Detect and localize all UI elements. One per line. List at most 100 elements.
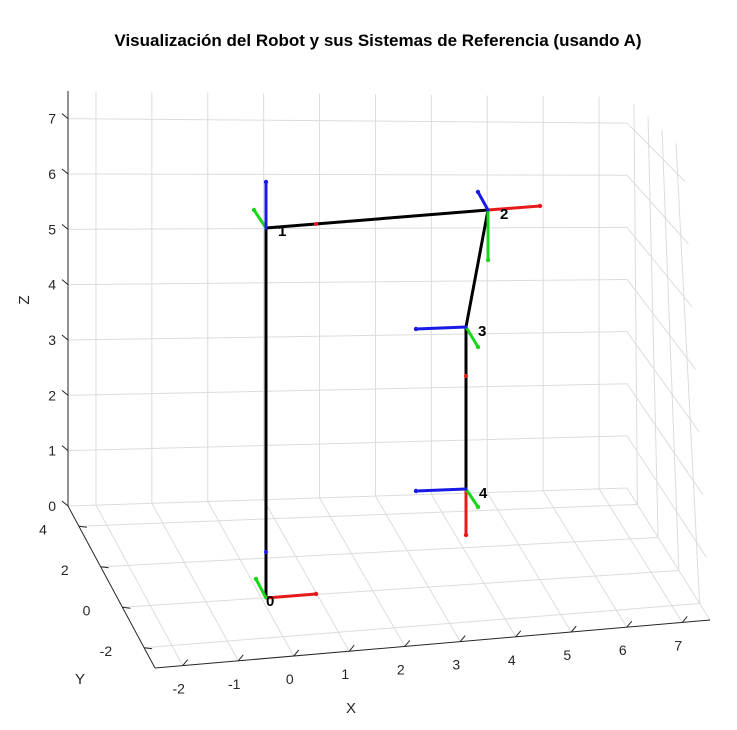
frame-4-y-axis: [464, 487, 480, 509]
frame-label-3: 3: [478, 323, 486, 340]
frame-label-4: 4: [479, 485, 488, 502]
link-marker: [264, 550, 268, 554]
frame-2-x-axis: [486, 204, 542, 212]
y-tick-mark: [100, 566, 109, 569]
x-tick-mark: [459, 635, 466, 642]
frame-4-z-axis: [414, 487, 468, 493]
z-tick-mark: [61, 279, 69, 286]
z-tick-mark: [61, 168, 69, 175]
frame-3-y-axis-tip: [475, 344, 481, 350]
frame-2-z-axis: [476, 190, 490, 212]
y-tick-label: -2: [100, 643, 113, 659]
frame-4-x-axis-tip: [463, 532, 469, 538]
y-tick-mark: [144, 647, 153, 650]
robot-links: [264, 208, 490, 600]
z-tick-mark: [61, 500, 69, 507]
x-axis-edge: [154, 619, 711, 669]
z-tick-mark: [61, 445, 69, 452]
x-tick-mark: [293, 649, 300, 657]
z-gridline-back: [67, 173, 628, 176]
x-gridline-floor: [542, 490, 628, 628]
frame-4-y-axis-tip: [475, 504, 481, 510]
x-tick-label: -2: [173, 681, 186, 697]
frame-4-z-axis-tip: [413, 488, 419, 494]
x-tick-mark: [237, 654, 244, 662]
x-tick-label: 4: [508, 652, 516, 668]
z-tick-label: 3: [48, 332, 56, 348]
x-gridline-floor: [598, 488, 683, 623]
y-tick-label: 0: [83, 602, 91, 618]
z-tick-label: 4: [48, 277, 56, 293]
z-gridline-side: [626, 435, 707, 558]
y-gridline-side: [675, 143, 701, 604]
x-tick-label: 6: [619, 642, 627, 658]
z-gridline-back: [67, 435, 628, 452]
x-gridline-floor: [430, 494, 517, 638]
x-tick-mark: [404, 640, 411, 647]
z-tick-label: 5: [48, 221, 56, 237]
z-gridline-side: [626, 227, 693, 307]
x-tick-mark: [681, 616, 688, 623]
z-gridline-side: [626, 487, 711, 621]
tick-labels: 0 1 2 3 4 5 6 7 -2 -1 0 1 2 3 4 5 6 7 -2 0 2 4: [39, 111, 682, 697]
x-tick-mark: [182, 659, 189, 666]
x-gridline-floor: [486, 492, 572, 633]
y-gridline-floor: [100, 537, 659, 568]
link-marker: [464, 374, 468, 378]
y-axis-edge: [67, 505, 156, 669]
frame-2-z-axis-tip: [475, 189, 481, 195]
z-gridline-back: [67, 278, 628, 286]
frame-3-z-axis: [414, 325, 468, 331]
frame-2-y-axis-tip: [485, 257, 491, 263]
frame-label-1: 1: [278, 223, 286, 240]
z-tick-mark: [61, 334, 69, 341]
z-gridline-side: [626, 279, 696, 370]
z-gridline-back: [67, 226, 628, 230]
chart-title: Visualización del Robot y sus Sistemas d…: [114, 31, 641, 50]
grid-lines: [67, 91, 711, 666]
z-tick-label: 1: [48, 443, 56, 459]
x-tick-label: 0: [286, 671, 294, 687]
axis-box-edges: [61, 91, 711, 669]
z-gridline-side: [626, 122, 686, 182]
z-tick-label: 0: [48, 498, 56, 514]
x-gridline-floor: [207, 501, 295, 657]
x-gridline-floor: [95, 504, 184, 666]
link-marker: [314, 222, 318, 226]
z-axis-label: Z: [16, 295, 33, 304]
frame-2-x-axis-tip: [537, 203, 543, 209]
y-gridline-floor: [78, 504, 638, 527]
y-tick-mark: [122, 606, 131, 609]
x-tick-label: 5: [563, 647, 571, 663]
z-gridline-back: [67, 331, 628, 341]
y-gridline-floor: [122, 570, 679, 608]
frame-label-2: 2: [500, 206, 508, 223]
frame-3-z-axis-tip: [413, 326, 419, 332]
x-gridline-floor: [375, 495, 461, 642]
x-gridline-floor: [263, 499, 350, 652]
y-axis-label: Y: [75, 671, 85, 688]
z-gridline-back: [67, 383, 628, 396]
frame-label-0: 0: [266, 593, 274, 610]
frame-1-y-axis-tip: [251, 207, 257, 213]
frame-1-z-axis-tip: [263, 179, 269, 185]
x-tick-label: 1: [341, 666, 349, 682]
z-gridline-side: [626, 383, 704, 495]
x-axis-label: X: [346, 700, 356, 717]
z-tick-mark: [61, 223, 69, 230]
x-gridline-floor: [319, 497, 406, 647]
z-tick-label: 2: [48, 387, 56, 403]
z-gridline-back: [67, 118, 628, 124]
frame-0-y-axis: [254, 577, 268, 600]
x-tick-label: 7: [674, 637, 682, 653]
z-gridline-side: [626, 331, 700, 433]
y-tick-label: 4: [39, 521, 47, 537]
frame-0-y-axis-tip: [253, 576, 259, 582]
x-tick-label: -1: [228, 676, 241, 692]
x-gridline-floor: [151, 503, 239, 662]
x-tick-mark: [515, 630, 522, 638]
x-tick-mark: [348, 644, 355, 652]
x-tick-mark: [570, 625, 577, 633]
z-tick-label: 6: [48, 166, 56, 182]
